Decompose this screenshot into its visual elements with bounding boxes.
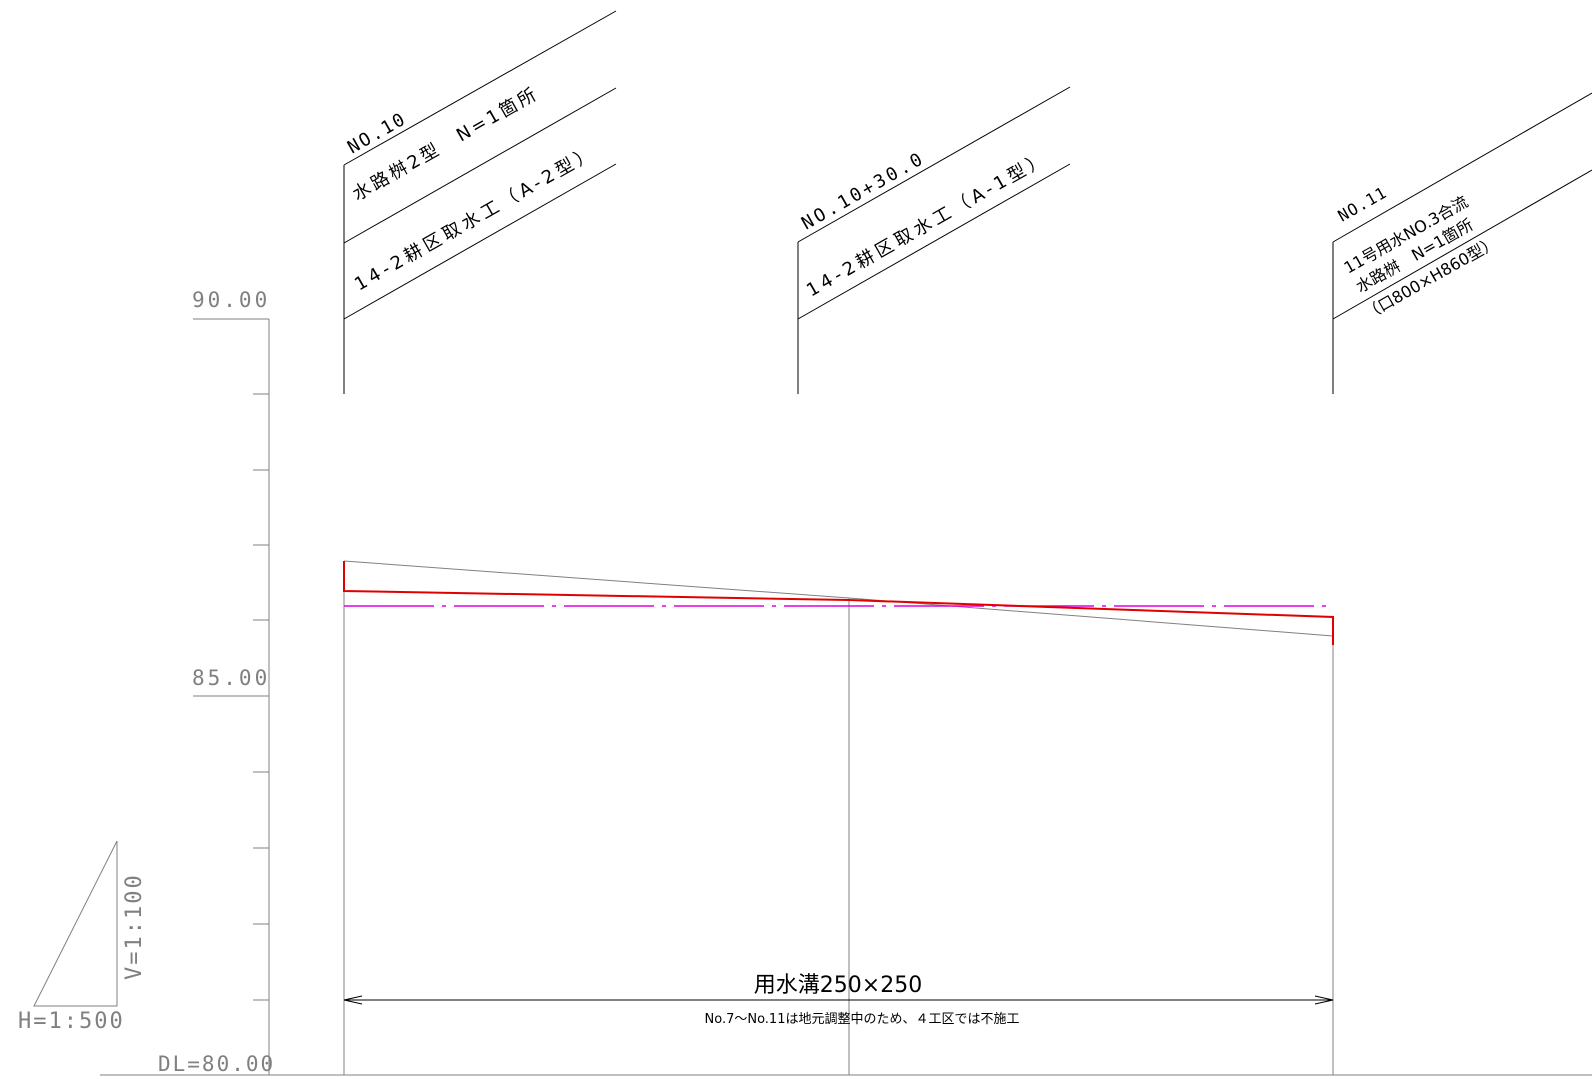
elevation-label-85: 85.00 [192,666,270,690]
scale-triangle [33,840,118,1007]
station-no10-30-labels: NO.10+30.0 14-2耕区取水工（A-1型） [798,147,1052,301]
dimension-title: 用水溝250×250 [754,973,922,998]
station-no11-labels: NO.11 11号用水NO.3合流 水路桝 N=1箇所 （口800×H860型） [1335,183,1501,324]
station-grid-lines [343,561,1334,1075]
datum-label: DL=80.00 [158,1052,275,1076]
station-no10-30-line1: 14-2耕区取水工（A-1型） [803,147,1052,301]
dimension-note: No.7～No.11は地元調整中のため、４工区では不施工 [705,1012,1020,1027]
elevation-axis [100,318,1592,1076]
station-no10-labels: NO.10 水路桝2型 N=1箇所 14-2耕区取水工（A-2型） [344,83,600,295]
station-no11-name: NO.11 [1335,183,1391,226]
vertical-scale-label: V=1:100 [122,873,147,980]
design-line [343,561,1334,645]
station-label-leaders [343,10,1592,394]
elevation-label-90: 90.00 [192,288,270,312]
station-no10-30-name: NO.10+30.0 [798,148,929,235]
horizontal-scale-label: H=1:500 [18,1009,125,1034]
dimension-line [343,995,1334,1005]
ground-line [343,560,1334,637]
